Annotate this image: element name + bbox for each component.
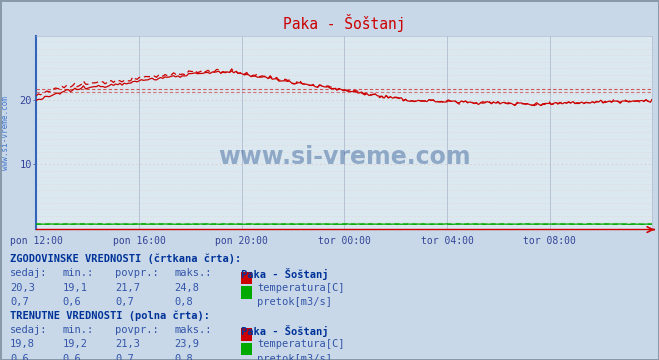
Text: pon 20:00: pon 20:00 [215,236,268,246]
Text: 0,8: 0,8 [175,297,193,307]
Text: 0,6: 0,6 [10,354,28,360]
Text: 0,6: 0,6 [63,354,81,360]
Text: 0,7: 0,7 [10,297,28,307]
Text: Paka - Šoštanj: Paka - Šoštanj [241,325,328,337]
Text: sedaj:: sedaj: [10,325,47,335]
Text: pon 16:00: pon 16:00 [113,236,165,246]
Text: 0,6: 0,6 [63,297,81,307]
Text: 23,9: 23,9 [175,339,200,349]
Title: Paka - Šoštanj: Paka - Šoštanj [283,14,405,32]
Text: 19,8: 19,8 [10,339,35,349]
Text: min.:: min.: [63,325,94,335]
Text: pretok[m3/s]: pretok[m3/s] [257,297,332,307]
Text: 0,8: 0,8 [175,354,193,360]
Text: www.si-vreme.com: www.si-vreme.com [1,96,10,170]
Text: min.:: min.: [63,268,94,278]
Text: povpr.:: povpr.: [115,325,159,335]
Text: 20,3: 20,3 [10,283,35,293]
Text: sedaj:: sedaj: [10,268,47,278]
Text: 19,1: 19,1 [63,283,88,293]
Text: www.si-vreme.com: www.si-vreme.com [218,145,471,169]
Text: povpr.:: povpr.: [115,268,159,278]
Text: maks.:: maks.: [175,268,212,278]
Text: pretok[m3/s]: pretok[m3/s] [257,354,332,360]
Text: 19,2: 19,2 [63,339,88,349]
Text: 21,3: 21,3 [115,339,140,349]
Text: maks.:: maks.: [175,325,212,335]
Text: temperatura[C]: temperatura[C] [257,283,345,293]
Text: 0,7: 0,7 [115,354,134,360]
Text: tor 08:00: tor 08:00 [523,236,576,246]
Text: pon 12:00: pon 12:00 [10,236,63,246]
Text: tor 00:00: tor 00:00 [318,236,371,246]
Text: 0,7: 0,7 [115,297,134,307]
Text: 21,7: 21,7 [115,283,140,293]
Text: temperatura[C]: temperatura[C] [257,339,345,349]
Text: TRENUTNE VREDNOSTI (polna črta):: TRENUTNE VREDNOSTI (polna črta): [10,310,210,321]
Text: 24,8: 24,8 [175,283,200,293]
Text: ZGODOVINSKE VREDNOSTI (črtkana črta):: ZGODOVINSKE VREDNOSTI (črtkana črta): [10,254,241,264]
Text: tor 04:00: tor 04:00 [420,236,473,246]
Text: Paka - Šoštanj: Paka - Šoštanj [241,268,328,280]
